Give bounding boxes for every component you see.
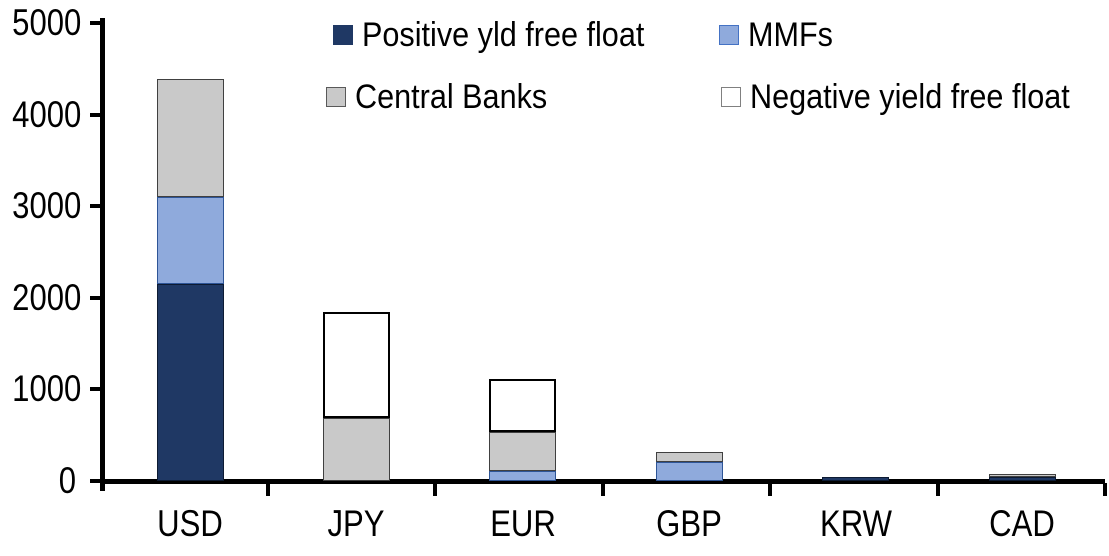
legend-item-positive-yld-free-float: Positive yld free float [333, 18, 676, 52]
category-label-krw: KRW [819, 503, 892, 544]
y-tick-label-3000: 3000 [12, 185, 82, 227]
bar-segment-usd-central-banks [156, 78, 224, 198]
bar-segment-krw-positive-yld-free-float [822, 476, 890, 481]
bar-segment-jpy-central-banks [322, 417, 390, 481]
y-tick-4000 [90, 112, 101, 117]
y-tick-label-0: 0 [58, 460, 76, 501]
bar-segment-gbp-mmfs [655, 461, 723, 481]
x-tick-3 [600, 483, 605, 496]
bar-segment-gbp-central-banks [655, 451, 723, 462]
legend-marker-positive-yld-free-float-icon [333, 25, 353, 45]
legend-marker-negative-yield-free-float-icon [721, 87, 741, 107]
bar-segment-eur-central-banks [489, 432, 557, 471]
y-tick-2000 [90, 295, 101, 300]
x-tick-6 [1103, 483, 1107, 496]
x-tick-1 [265, 483, 270, 496]
x-tick-2 [433, 483, 437, 496]
category-label-gbp: GBP [656, 503, 722, 544]
legend-marker-central-banks-icon [326, 87, 346, 107]
x-axis-line [100, 479, 1105, 484]
y-tick-3000 [90, 204, 101, 209]
legend-label-negative-yield-free-float: Negative yield free float [750, 78, 1070, 116]
y-tick-label-1000: 1000 [12, 368, 82, 410]
legend-marker-mmfs-icon [719, 25, 739, 45]
y-tick-5000 [90, 21, 101, 25]
y-axis-line [100, 18, 105, 491]
legend-item-negative-yield-free-float: Negative yield free float [721, 80, 1105, 114]
y-tick-label-5000: 5000 [12, 2, 82, 43]
bar-segment-cad-positive-yld-free-float [988, 476, 1056, 481]
bar-segment-usd-positive-yld-free-float [156, 284, 224, 481]
x-tick-5 [935, 483, 940, 496]
y-tick-label-4000: 4000 [12, 93, 82, 135]
bar-segment-jpy-negative-yield-free-float [322, 312, 390, 418]
legend-label-positive-yld-free-float: Positive yld free float [362, 16, 645, 54]
category-label-usd: USD [157, 503, 223, 544]
legend-item-mmfs: MMFs [719, 18, 842, 52]
bar-segment-cad-central-banks [988, 474, 1056, 477]
legend-label-central-banks: Central Banks [355, 78, 548, 116]
bar-segment-eur-mmfs [489, 470, 557, 481]
category-label-eur: EUR [489, 503, 556, 544]
x-tick-4 [768, 483, 772, 496]
category-label-jpy: JPY [327, 503, 385, 544]
legend-label-mmfs: MMFs [748, 16, 833, 54]
y-tick-1000 [90, 387, 101, 392]
y-tick-0 [90, 479, 101, 483]
category-label-cad: CAD [989, 503, 1055, 544]
bar-segment-usd-mmfs [156, 197, 224, 285]
y-tick-label-2000: 2000 [12, 276, 82, 318]
legend-item-central-banks: Central Banks [326, 80, 569, 114]
bar-segment-eur-negative-yield-free-float [489, 379, 557, 433]
